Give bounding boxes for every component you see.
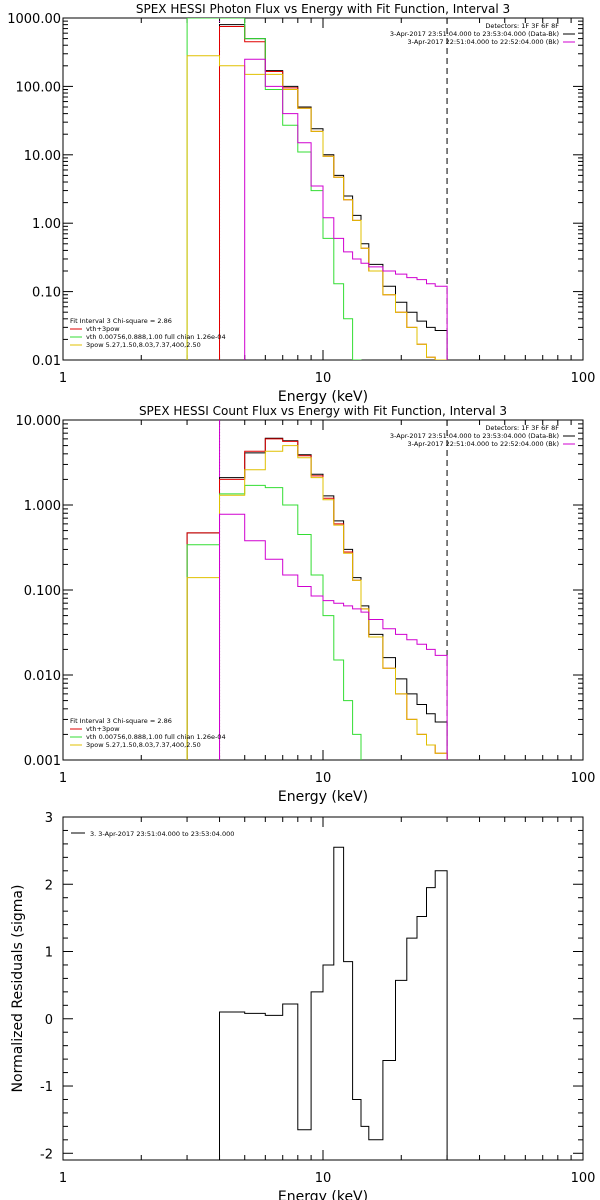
x-axis-label-2: Energy (keV)	[278, 1189, 368, 1200]
series-magenta-step	[244, 58, 448, 360]
y-tick-label: 1.000	[24, 499, 61, 514]
x-tick-label: 100	[571, 1171, 596, 1186]
series-red-step	[186, 438, 448, 760]
legend-top-right-text: Detectors: 1F 3F 6F 8F	[485, 22, 559, 30]
legend-bottom-left-text: Fit Interval 3 Chi-square = 2.86	[70, 317, 172, 325]
series-black-step	[219, 846, 448, 1160]
series-yellow-step	[186, 55, 448, 360]
legend-top-right-text: 3-Apr-2017 23:51:04.000 to 23:53:04.000 …	[390, 432, 559, 440]
legend-bottom-left-text: vth+3pow	[86, 325, 120, 333]
y-tick-label: 1000.00	[7, 12, 61, 27]
x-tick-label: 10	[315, 371, 332, 386]
series-green-step	[186, 484, 362, 760]
legend-top-right-text: 3-Apr-2017 23:51:04.000 to 23:53:04.000 …	[390, 30, 559, 38]
legend-top-right-text: 3-Apr-2017 22:51:04.000 to 22:52:04.000 …	[408, 38, 559, 46]
y-tick-label: 1	[45, 946, 53, 961]
legend-bottom-left-text: vth+3pow	[86, 725, 120, 733]
legend-bottom-left-text: 3pow 5.27,1.50,8.03,7.37,400,2.50	[86, 341, 201, 349]
x-tick-label: 100	[571, 771, 596, 786]
y-tick-label: -1	[40, 1080, 53, 1095]
series-group-2	[219, 846, 448, 1160]
x-axis-label-0: Energy (keV)	[278, 389, 368, 405]
x-axis-label-1: Energy (keV)	[278, 789, 368, 805]
series-red-step	[219, 26, 448, 360]
legend-bottom-left-text: vth 0.00756,0.888,1.00 full chian 1.26e-…	[86, 333, 226, 341]
y-tick-label: 10.00	[24, 149, 61, 164]
legend-top-left-text: 3. 3-Apr-2017 23:51:04.000 to 23:53:04.0…	[90, 830, 234, 838]
series-group-0	[186, 18, 448, 360]
y-tick-label: 0.010	[24, 669, 61, 684]
legend-top-right-text: Detectors: 1F 3F 6F 8F	[485, 424, 559, 432]
series-black-step	[219, 24, 448, 360]
x-tick-label: 100	[571, 371, 596, 386]
y-tick-label: 2	[45, 878, 53, 893]
y-tick-label: 0.10	[32, 286, 61, 301]
x-tick-label: 1	[59, 371, 67, 386]
y-tick-label: 0.01	[32, 354, 61, 369]
x-tick-label: 10	[315, 771, 332, 786]
y-tick-label: 1.00	[32, 217, 61, 232]
y-tick-label: 0	[45, 1013, 53, 1028]
x-tick-label: 10	[315, 1171, 332, 1186]
legend-bottom-left-text: 3pow 5.27,1.50,8.03,7.37,400,2.50	[86, 741, 201, 749]
legend-top-right-text: 3-Apr-2017 22:51:04.000 to 22:52:04.000 …	[408, 440, 559, 448]
series-group-1	[186, 437, 448, 760]
y-axis-label-2: Normalized Residuals (sigma)	[10, 885, 26, 1093]
series-black-step	[186, 437, 448, 760]
series-yellow-step	[186, 445, 448, 760]
y-tick-label: 3	[45, 811, 53, 826]
legend-bottom-left-text: Fit Interval 3 Chi-square = 2.86	[70, 717, 172, 725]
y-tick-label: 100.00	[16, 80, 62, 95]
y-tick-label: 0.100	[24, 584, 61, 599]
series-green-step	[186, 18, 362, 360]
y-tick-label: -2	[40, 1147, 53, 1162]
legend-bottom-left-text: vth 0.00756,0.888,1.00 full chian 1.26e-…	[86, 733, 226, 741]
y-tick-label: 10.000	[16, 414, 62, 429]
chart-title-1: SPEX HESSI Count Flux vs Energy with Fit…	[139, 404, 507, 418]
chart-title-0: SPEX HESSI Photon Flux vs Energy with Fi…	[136, 2, 510, 16]
x-tick-label: 1	[59, 771, 67, 786]
y-tick-label: 0.001	[24, 754, 61, 769]
series-magenta-step	[219, 513, 448, 760]
x-tick-label: 1	[59, 1171, 67, 1186]
